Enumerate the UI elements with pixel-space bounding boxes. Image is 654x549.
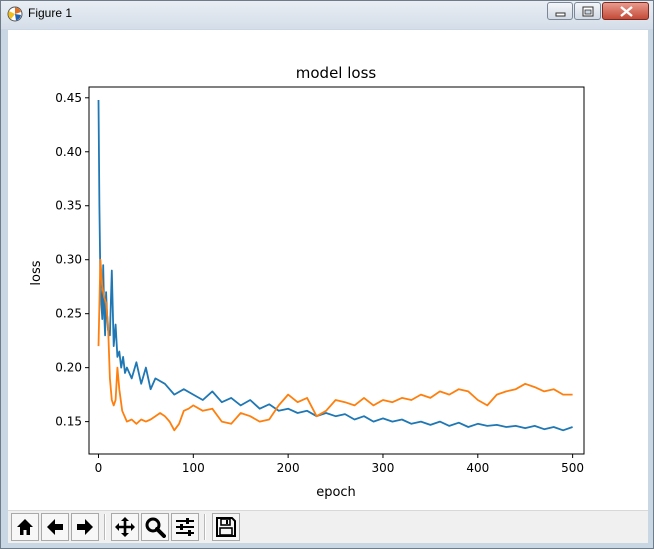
maximize-icon: [582, 6, 594, 17]
matplotlib-app-icon: [7, 6, 23, 22]
figure-canvas[interactable]: model loss 0 100 200 300 400 500 0.15 0.20 0.25…: [8, 30, 648, 510]
zoom-button[interactable]: [141, 513, 169, 541]
close-icon: [620, 6, 633, 17]
configure-subplots-button[interactable]: [171, 513, 199, 541]
x-tick-label: 0: [95, 461, 103, 475]
arrow-left-icon: [47, 519, 63, 535]
chart-title: model loss: [296, 64, 377, 82]
x-tick-label: 100: [182, 461, 205, 475]
y-tick-label: 0.35: [55, 199, 82, 213]
toolbar-separator: [204, 514, 206, 540]
move-icon: [115, 517, 135, 537]
x-tick-label: 200: [277, 461, 300, 475]
series-line-1: [97, 258, 573, 432]
home-button[interactable]: [11, 513, 39, 541]
x-axis-label: epoch: [316, 485, 356, 500]
back-button[interactable]: [41, 513, 69, 541]
x-tick-label: 500: [561, 461, 584, 475]
sliders-icon: [176, 518, 194, 536]
axes-frame: [88, 86, 585, 455]
arrow-right-icon: [77, 519, 93, 535]
y-tick-label: 0.45: [55, 91, 82, 105]
series-line-0: [97, 99, 573, 432]
y-tick-label: 0.20: [55, 361, 82, 375]
floppy-disk-icon: [216, 517, 236, 537]
toolbar-separator: [104, 514, 106, 540]
x-tick-label: 400: [466, 461, 489, 475]
x-axis-ticks: 0 100 200 300 400 500: [95, 454, 584, 475]
y-tick-label: 0.30: [55, 253, 82, 267]
x-tick-label: 300: [372, 461, 395, 475]
loss-chart[interactable]: model loss 0 100 200 300 400 500 0.15 0.20 0.25…: [8, 30, 648, 510]
plot-lines: [97, 99, 573, 432]
save-button[interactable]: [212, 513, 240, 541]
magnifier-icon: [145, 517, 166, 538]
minimize-icon: [555, 12, 566, 17]
y-tick-label: 0.40: [55, 145, 82, 159]
navigation-toolbar: [8, 510, 648, 543]
minimize-button[interactable]: [547, 2, 573, 20]
y-axis-ticks: 0.15 0.20 0.25 0.30 0.35 0.40 0.45: [55, 91, 89, 429]
y-axis-label: loss: [29, 260, 44, 285]
maximize-button[interactable]: [574, 2, 601, 20]
close-button[interactable]: [602, 2, 649, 20]
pan-button[interactable]: [111, 513, 139, 541]
forward-button[interactable]: [71, 513, 99, 541]
y-tick-label: 0.15: [55, 415, 82, 429]
window-title: Figure 1: [28, 6, 73, 20]
y-tick-label: 0.25: [55, 307, 82, 321]
title-bar[interactable]: Figure 1: [1, 1, 653, 29]
home-icon: [17, 519, 33, 535]
